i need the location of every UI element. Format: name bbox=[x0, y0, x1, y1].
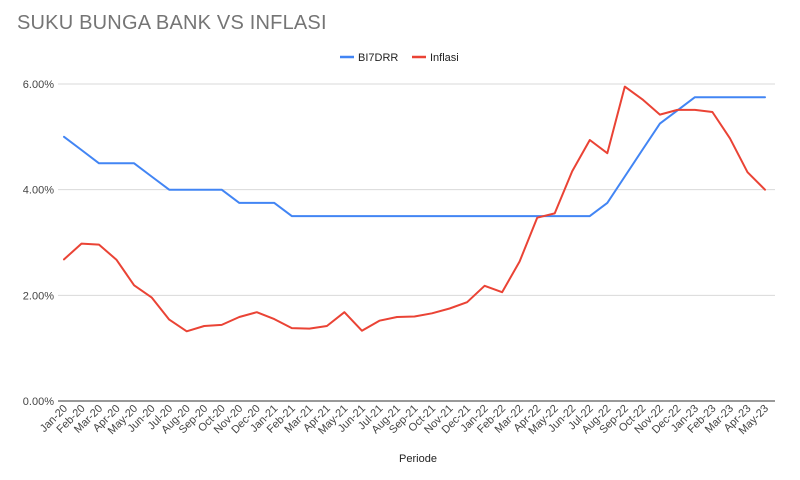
chart-title: SUKU BUNGA BANK VS INFLASI bbox=[17, 12, 327, 34]
series-line-inflasi bbox=[63, 85, 766, 333]
legend-label: BI7DRR bbox=[358, 52, 398, 64]
y-tick-label: 0.00% bbox=[23, 396, 54, 408]
series-lines bbox=[63, 85, 766, 333]
legend-label: Inflasi bbox=[430, 52, 459, 64]
series-line-bi7drr bbox=[63, 96, 766, 218]
y-tick-label: 2.00% bbox=[23, 290, 54, 302]
legend: BI7DRR Inflasi bbox=[340, 52, 459, 64]
grid-lines bbox=[58, 83, 775, 402]
x-axis-title: Periode bbox=[399, 453, 437, 465]
y-tick-label: 6.00% bbox=[23, 79, 54, 91]
x-axis-ticks: Jan-20Feb-20Mar-20Apr-20May-20Jun-20Jul-… bbox=[38, 403, 771, 437]
y-axis-ticks: 0.00% 2.00% 4.00% 6.00% bbox=[23, 79, 54, 408]
y-tick-label: 4.00% bbox=[23, 185, 54, 197]
